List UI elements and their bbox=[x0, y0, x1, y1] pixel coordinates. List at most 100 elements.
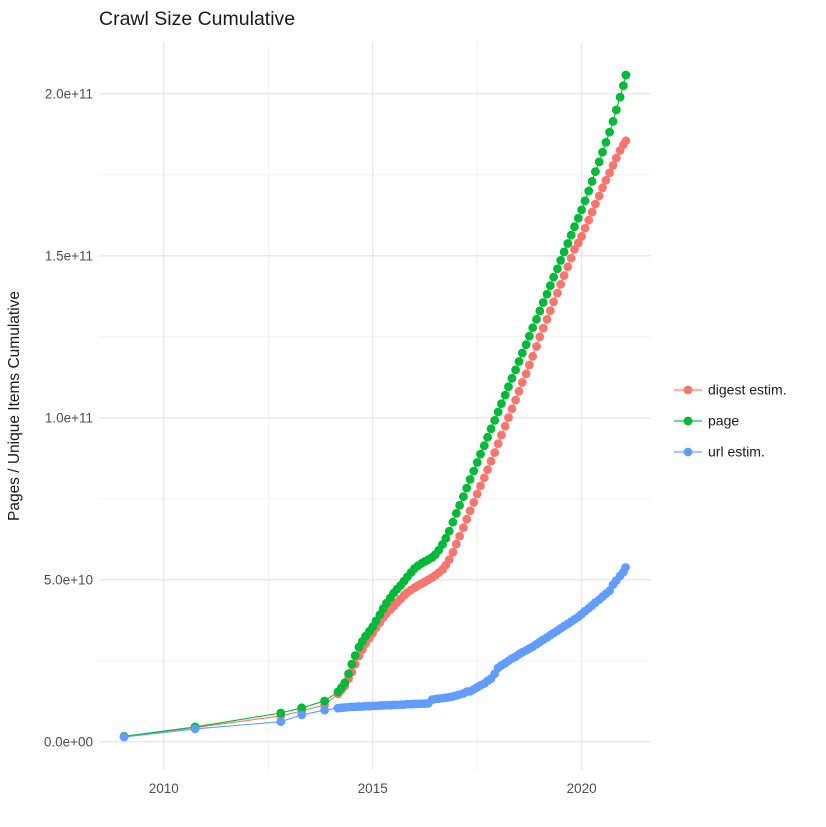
data-point bbox=[570, 245, 579, 254]
data-point bbox=[472, 458, 482, 467]
data-point bbox=[556, 279, 566, 289]
data-point bbox=[563, 239, 573, 248]
y-tick-label-2e11: 2.0e+11 bbox=[45, 86, 93, 101]
series-points-page bbox=[119, 70, 631, 741]
data-point bbox=[504, 382, 513, 392]
data-point bbox=[479, 473, 489, 483]
data-point bbox=[455, 500, 464, 510]
data-point bbox=[566, 253, 576, 263]
data-point bbox=[538, 323, 548, 333]
data-point bbox=[500, 421, 510, 431]
legend-label: url estim. bbox=[708, 444, 765, 460]
data-point bbox=[347, 659, 357, 669]
data-point bbox=[507, 404, 517, 414]
data-point bbox=[451, 539, 461, 549]
data-point bbox=[580, 196, 590, 206]
data-point bbox=[605, 127, 614, 137]
legend-item-url-estim: url estim. bbox=[674, 444, 765, 460]
data-point bbox=[469, 466, 479, 476]
data-point bbox=[584, 186, 594, 196]
data-point bbox=[549, 297, 558, 307]
data-point bbox=[514, 386, 524, 396]
data-point bbox=[598, 147, 607, 157]
data-point bbox=[511, 395, 520, 405]
data-point bbox=[297, 703, 307, 713]
data-point bbox=[559, 271, 569, 280]
chart-title: Crawl Size Cumulative bbox=[99, 8, 295, 30]
data-point bbox=[350, 651, 360, 660]
data-point bbox=[340, 678, 350, 688]
data-point bbox=[490, 448, 500, 457]
y-tick-label-0: 0.0e+00 bbox=[44, 734, 93, 749]
data-point bbox=[559, 247, 569, 257]
data-point bbox=[459, 492, 468, 501]
data-point bbox=[577, 205, 586, 215]
y-axis-title: Pages / Unique Items Cumulative bbox=[6, 291, 23, 521]
y-tick-label-1.5e11: 1.5e+11 bbox=[45, 248, 93, 263]
data-point bbox=[455, 531, 464, 541]
data-point bbox=[479, 441, 489, 451]
data-point bbox=[580, 223, 590, 233]
x-tick-label-2010: 2010 bbox=[149, 781, 179, 796]
data-point bbox=[497, 399, 506, 408]
data-point bbox=[545, 306, 555, 315]
data-point bbox=[459, 523, 468, 533]
data-point bbox=[465, 506, 475, 516]
data-point bbox=[587, 207, 597, 217]
data-point bbox=[605, 168, 614, 178]
data-point bbox=[507, 373, 517, 383]
data-point bbox=[504, 413, 513, 422]
data-point bbox=[320, 705, 329, 715]
data-point bbox=[476, 449, 485, 459]
data-point bbox=[483, 432, 492, 442]
data-point bbox=[535, 332, 545, 342]
data-point bbox=[542, 314, 552, 324]
data-point bbox=[535, 306, 545, 316]
x-axis-tick-labels: 2010 2015 2020 bbox=[149, 781, 597, 796]
data-point bbox=[577, 232, 586, 241]
data-point bbox=[344, 669, 353, 679]
data-point bbox=[462, 483, 472, 493]
data-point bbox=[469, 498, 479, 507]
data-point bbox=[532, 314, 541, 324]
data-point bbox=[448, 517, 458, 527]
data-point bbox=[594, 191, 604, 201]
y-axis-tick-labels: 0.0e+00 5.0e+10 1.0e+11 1.5e+11 2.0e+11 bbox=[44, 86, 93, 749]
y-tick-label-1e11: 1.0e+11 bbox=[45, 410, 93, 425]
data-point bbox=[621, 136, 631, 146]
data-point bbox=[611, 105, 621, 115]
data-point bbox=[441, 533, 451, 543]
data-point bbox=[538, 298, 548, 307]
y-tick-label-5e10: 5.0e+10 bbox=[44, 572, 93, 587]
legend: digest estim. page url estim. bbox=[674, 382, 787, 460]
data-point bbox=[587, 176, 597, 186]
data-point bbox=[563, 262, 573, 272]
data-point bbox=[615, 92, 625, 102]
data-point bbox=[566, 230, 576, 240]
minor-gridlines bbox=[99, 42, 651, 770]
x-tick-label-2020: 2020 bbox=[567, 781, 597, 796]
data-point bbox=[608, 161, 618, 170]
legend-label: digest estim. bbox=[708, 382, 787, 398]
data-point bbox=[511, 365, 520, 375]
legend-key-dot-icon bbox=[683, 385, 693, 395]
data-point bbox=[486, 456, 496, 466]
data-point bbox=[500, 390, 510, 400]
data-point bbox=[297, 710, 307, 720]
data-point bbox=[517, 348, 527, 358]
legend-key-dot-icon bbox=[683, 447, 693, 457]
data-point bbox=[444, 526, 454, 536]
data-point bbox=[545, 281, 555, 290]
data-point bbox=[493, 407, 503, 417]
data-point bbox=[448, 547, 458, 557]
legend-label: page bbox=[708, 413, 739, 429]
data-point bbox=[621, 563, 630, 572]
data-point bbox=[591, 167, 600, 177]
data-point bbox=[276, 717, 286, 727]
data-point bbox=[465, 475, 475, 484]
data-point bbox=[444, 555, 454, 565]
data-point bbox=[490, 416, 500, 425]
data-point bbox=[483, 465, 492, 475]
data-point bbox=[601, 175, 611, 185]
